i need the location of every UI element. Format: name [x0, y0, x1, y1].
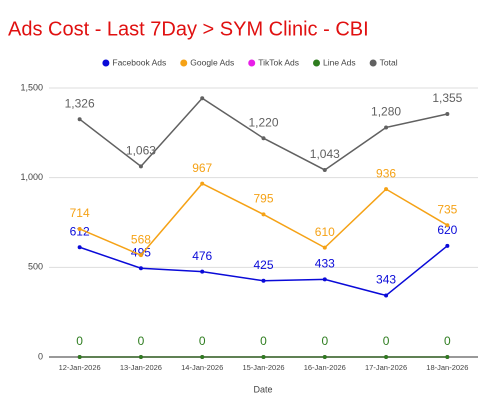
point: [384, 125, 389, 130]
data-label: 343: [376, 273, 396, 287]
legend-marker: [180, 59, 188, 67]
point: [138, 253, 143, 258]
y-tick-label: 0: [38, 351, 43, 361]
data-label: 1,280: [371, 105, 401, 119]
chart-title: Ads Cost - Last 7Day > SYM Clinic - CBI: [8, 18, 369, 40]
data-label: 0: [199, 334, 206, 348]
data-label: 1,220: [248, 115, 278, 129]
legend-label: Total: [380, 57, 398, 67]
point: [261, 212, 266, 217]
point: [77, 245, 82, 250]
point: [77, 226, 82, 231]
legend-label: Google Ads: [190, 57, 234, 67]
point: [200, 96, 205, 101]
data-label: 1,043: [310, 147, 340, 161]
x-tick-label: 16-Jan-2026: [304, 363, 346, 372]
legend-label: Line Ads: [323, 57, 356, 67]
y-tick-label: 1,000: [20, 172, 43, 182]
data-label: 568: [131, 232, 151, 246]
legend-label: Facebook Ads: [112, 57, 166, 67]
legend-marker: [248, 59, 256, 67]
y-tick-label: 1,500: [20, 82, 43, 92]
legend-marker: [369, 59, 377, 67]
data-label: 620: [437, 223, 457, 237]
data-label: 0: [260, 334, 267, 348]
point: [261, 278, 266, 283]
point: [322, 277, 327, 282]
point: [77, 117, 82, 122]
data-label: 936: [376, 166, 396, 180]
x-tick-label: 13-Jan-2026: [120, 363, 162, 372]
data-label: 476: [192, 249, 212, 263]
data-label: 425: [253, 258, 273, 272]
data-label: 1,355: [432, 91, 462, 105]
data-label: 0: [444, 334, 451, 348]
legend-marker: [102, 59, 110, 67]
point: [445, 112, 450, 117]
point: [384, 187, 389, 192]
point: [200, 269, 205, 274]
x-tick-label: 14-Jan-2026: [181, 363, 223, 372]
data-label: 714: [70, 206, 90, 220]
legend-label: TikTok Ads: [258, 57, 299, 67]
point: [261, 355, 266, 359]
point: [445, 223, 450, 228]
data-label: 0: [321, 334, 328, 348]
point: [322, 167, 327, 172]
x-tick-label: 12-Jan-2026: [59, 363, 101, 372]
data-label: 0: [383, 334, 390, 348]
point: [77, 355, 82, 359]
point: [322, 355, 327, 359]
point: [445, 355, 450, 359]
data-label: 735: [437, 202, 457, 216]
data-label: 795: [253, 192, 273, 206]
data-label: 0: [138, 334, 145, 348]
x-axis-label: Date: [253, 384, 272, 394]
point: [322, 245, 327, 250]
data-label: 1,063: [126, 144, 156, 158]
point: [138, 164, 143, 169]
point: [200, 181, 205, 186]
x-tick-label: 18-Jan-2026: [426, 363, 468, 372]
x-tick-label: 17-Jan-2026: [365, 363, 407, 372]
point: [445, 243, 450, 248]
point: [261, 136, 266, 141]
point: [138, 266, 143, 271]
data-label: 433: [315, 257, 335, 271]
point: [138, 355, 143, 359]
data-label: 610: [315, 225, 335, 239]
x-tick-label: 15-Jan-2026: [242, 363, 284, 372]
point: [384, 355, 389, 359]
point: [200, 355, 205, 359]
y-tick-label: 500: [28, 262, 43, 272]
point: [384, 293, 389, 298]
data-label: 1,326: [65, 96, 95, 110]
data-label: 0: [76, 334, 83, 348]
data-label: 612: [70, 224, 90, 238]
legend-marker: [313, 59, 321, 67]
data-label: 967: [192, 161, 212, 175]
